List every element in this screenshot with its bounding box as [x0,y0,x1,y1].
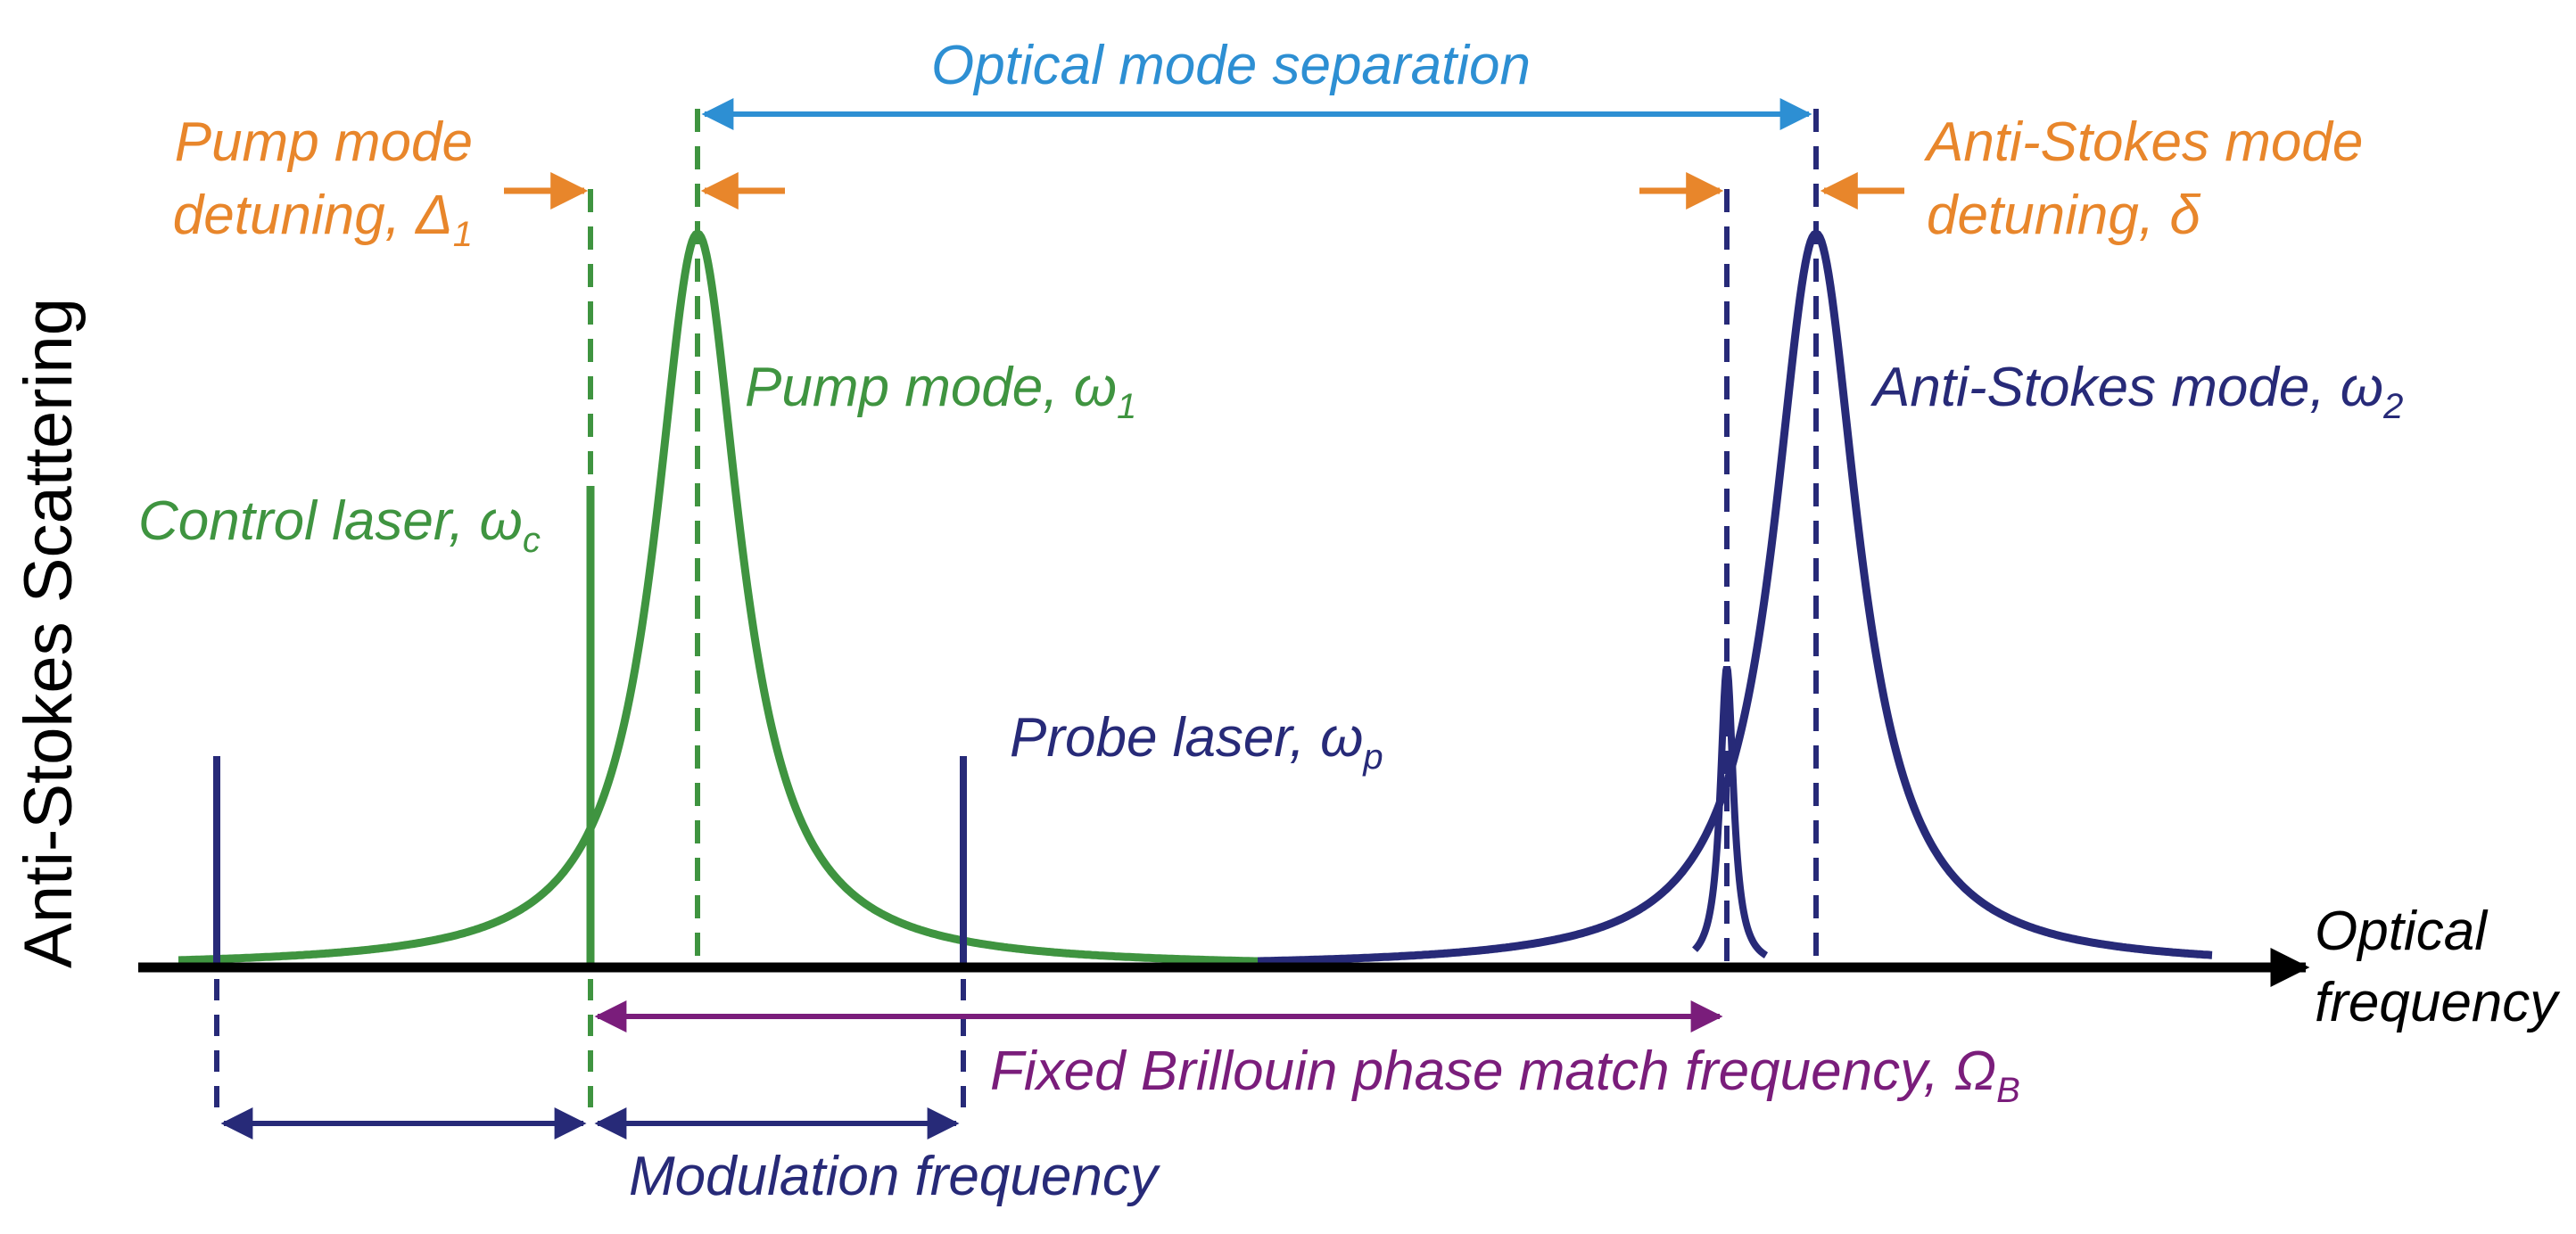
x-axis-label-line1: Optical [2315,901,2489,962]
modulation-frequency-label: Modulation frequency [629,1146,1161,1207]
pump-detuning-sub: 1 [453,215,473,254]
antistokes-mode-label: Anti-Stokes mode, ω2 [1870,357,2403,426]
brillouin-sub: B [1996,1071,2020,1110]
scattered-peak-curve [1692,666,1769,958]
pump-mode-symbol: ω [1074,357,1117,418]
x-axis-label-line2: frequency [2315,972,2561,1033]
control-laser-symbol: ω [480,490,523,552]
antistokes-mode-sub: 2 [2382,387,2403,426]
y-axis-label: Anti-Stokes Scattering [11,298,87,968]
antistokes-detuning-label-line1: Anti-Stokes mode [1923,111,2363,173]
pump-mode-sub: 1 [1117,387,1136,426]
probe-laser-label: Probe laser, ωp [1010,707,1383,777]
probe-laser-sub: p [1362,737,1383,777]
pump-mode-curve [178,228,1267,966]
brillouin-symbol: Ω [1954,1041,1996,1102]
probe-laser-symbol: ω [1320,707,1363,769]
pump-detuning-label-line2: detuning, Δ1 [173,185,473,254]
pump-detuning-label-line1: Pump mode [175,111,473,173]
optical-mode-separation-label: Optical mode separation [931,35,1531,96]
pump-detuning-symbol: Δ [414,185,453,246]
antistokes-mode-symbol: ω [2341,357,2383,418]
pump-mode-label: Pump mode, ω1 [745,357,1136,426]
control-laser-sub: c [523,521,541,560]
brillouin-frequency-label: Fixed Brillouin phase match frequency, Ω… [990,1041,2020,1110]
antistokes-detuning-label-line2: detuning, δ [1927,185,2200,246]
control-laser-label: Control laser, ωc [138,490,541,560]
antistokes-detuning-symbol: δ [2169,185,2200,246]
